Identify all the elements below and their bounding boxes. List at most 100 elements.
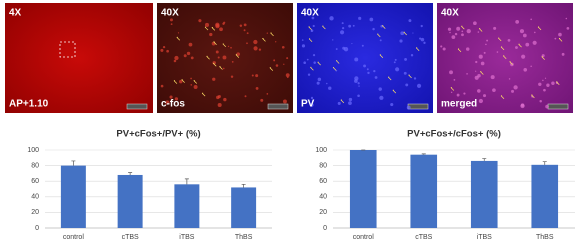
cell [198, 19, 202, 23]
y-tick-label: 60 [319, 178, 327, 185]
cell [442, 47, 446, 51]
arrow [502, 55, 507, 59]
cell [301, 39, 304, 41]
cell [393, 61, 396, 64]
arrow [219, 66, 223, 70]
cell [348, 24, 352, 28]
cell [404, 57, 407, 61]
cell [530, 18, 532, 21]
cell [173, 59, 177, 63]
cell [329, 16, 334, 21]
cell [236, 52, 240, 56]
cell [486, 39, 489, 42]
cell [188, 42, 193, 47]
arrow [310, 66, 314, 71]
arrow [408, 74, 412, 79]
arrow [556, 81, 560, 85]
cell [260, 98, 264, 102]
cell [275, 64, 279, 67]
arrow [193, 80, 198, 84]
y-tick-label: 40 [319, 194, 327, 201]
cell [307, 73, 311, 76]
cell [239, 24, 243, 28]
cell [477, 31, 480, 33]
cell [282, 99, 287, 104]
cell [286, 57, 289, 60]
cell [216, 95, 220, 100]
chart-title: PV+cFos+/PV+ (%) [116, 129, 200, 140]
arrow [478, 28, 483, 32]
arrow [206, 55, 210, 60]
cell [183, 54, 187, 58]
x-tick-label: iTBS [179, 234, 195, 240]
cell [480, 61, 485, 66]
cell [475, 60, 478, 64]
cell [255, 74, 259, 78]
arrow [461, 25, 465, 30]
arrow [403, 31, 407, 36]
cell [312, 24, 315, 28]
cell [367, 71, 370, 75]
error-bar [241, 183, 246, 188]
cell [246, 42, 248, 45]
arrow [379, 54, 384, 58]
cell [230, 46, 232, 49]
cell [374, 76, 378, 79]
cell [357, 82, 360, 85]
cell [266, 93, 269, 95]
arrow [308, 38, 313, 42]
cell [449, 31, 451, 34]
cell [170, 18, 173, 22]
cell [466, 28, 471, 34]
cell [258, 48, 262, 51]
x-tick-label: ThBS [235, 234, 253, 240]
x-tick-label: cTBS [122, 234, 139, 240]
cell [545, 104, 549, 109]
cell [461, 33, 464, 37]
bar [531, 164, 559, 228]
cell [363, 64, 367, 68]
cell [251, 74, 254, 77]
arrow [332, 67, 337, 71]
arrow [541, 56, 545, 60]
cell [542, 79, 544, 82]
arrow [457, 48, 462, 53]
arrow [558, 37, 563, 42]
cell [539, 99, 542, 103]
cell [343, 47, 349, 52]
cell [244, 95, 247, 98]
cell [490, 75, 495, 80]
cell [170, 23, 173, 26]
cell [523, 67, 528, 72]
bar [174, 184, 200, 228]
chart-title: PV+cFos+/cFos+ (%) [407, 129, 501, 140]
cell [454, 32, 458, 36]
cell [478, 54, 483, 59]
cell [310, 96, 314, 100]
cell [358, 85, 360, 87]
cell [515, 20, 520, 24]
cell [217, 56, 220, 59]
cell [283, 63, 285, 65]
cell [212, 77, 216, 81]
arrow [531, 94, 535, 99]
cell [477, 89, 481, 93]
arrow [212, 62, 217, 67]
cell [243, 29, 246, 32]
panel-label: PV [301, 99, 315, 110]
cell [408, 19, 412, 23]
cell [215, 50, 219, 54]
cell [515, 46, 518, 49]
arrow [415, 47, 420, 52]
bar [410, 154, 438, 228]
cell [222, 22, 225, 25]
cell [354, 79, 358, 83]
cell [170, 100, 173, 103]
cell [230, 75, 234, 78]
cell [160, 48, 164, 52]
arrow [308, 26, 312, 30]
cell [222, 55, 227, 60]
arrow [270, 32, 274, 37]
cell [451, 35, 456, 39]
cell [543, 88, 546, 92]
